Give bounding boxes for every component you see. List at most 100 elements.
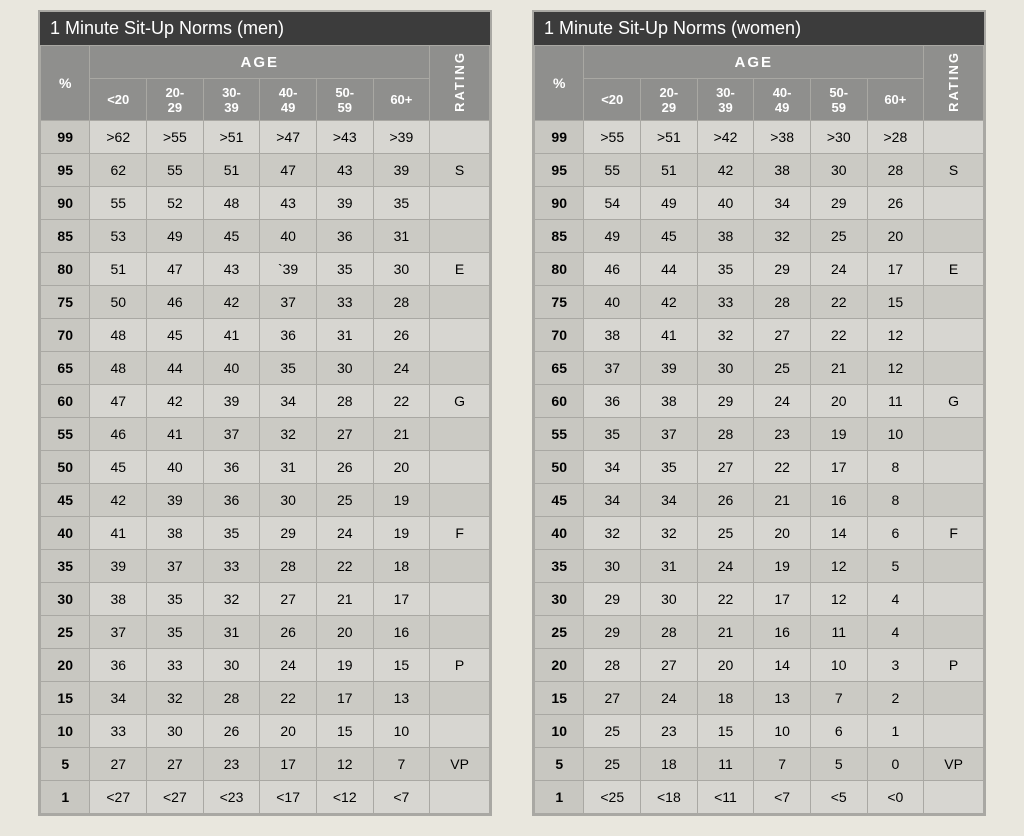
value-cell: 41: [203, 318, 260, 351]
value-cell: 6: [867, 516, 924, 549]
value-cell: 4: [867, 582, 924, 615]
value-cell: 18: [697, 681, 754, 714]
value-cell: 12: [810, 582, 867, 615]
rating-cell: [430, 780, 490, 813]
value-cell: 23: [754, 417, 811, 450]
value-cell: 4: [867, 615, 924, 648]
value-cell: 37: [203, 417, 260, 450]
rating-cell: [924, 450, 984, 483]
value-cell: 46: [90, 417, 147, 450]
value-cell: 14: [754, 648, 811, 681]
value-cell: 39: [373, 153, 430, 186]
value-cell: >62: [90, 120, 147, 153]
percentile-cell: 40: [535, 516, 584, 549]
value-cell: 25: [810, 219, 867, 252]
table-row: 20363330241915P: [41, 648, 490, 681]
value-cell: 37: [147, 549, 204, 582]
value-cell: 30: [260, 483, 317, 516]
value-cell: 3: [867, 648, 924, 681]
table-title: 1 Minute Sit-Up Norms (women): [534, 12, 984, 45]
table-row: 2028272014103P: [535, 648, 984, 681]
value-cell: 21: [373, 417, 430, 450]
table-row: 3530312419125: [535, 549, 984, 582]
value-cell: <7: [754, 780, 811, 813]
table-row: 65484440353024: [41, 351, 490, 384]
value-cell: 47: [260, 153, 317, 186]
value-cell: 49: [641, 186, 698, 219]
rating-cell: E: [430, 252, 490, 285]
value-cell: 34: [641, 483, 698, 516]
value-cell: 19: [316, 648, 373, 681]
percentile-cell: 80: [535, 252, 584, 285]
table-row: 10333026201510: [41, 714, 490, 747]
value-cell: 49: [584, 219, 641, 252]
table-row: 40413835292419F: [41, 516, 490, 549]
value-cell: 26: [867, 186, 924, 219]
value-cell: 55: [90, 186, 147, 219]
value-cell: 28: [584, 648, 641, 681]
rating-cell: P: [924, 648, 984, 681]
value-cell: 32: [203, 582, 260, 615]
value-cell: 19: [373, 483, 430, 516]
value-cell: `39: [260, 252, 317, 285]
table-row: 4534342621168: [535, 483, 984, 516]
table-title: 1 Minute Sit-Up Norms (men): [40, 12, 490, 45]
value-cell: 28: [867, 153, 924, 186]
value-cell: >51: [203, 120, 260, 153]
value-cell: 53: [90, 219, 147, 252]
rating-cell: [924, 549, 984, 582]
value-cell: 17: [316, 681, 373, 714]
rating-cell: [430, 549, 490, 582]
percentile-cell: 45: [41, 483, 90, 516]
rating-cell: [924, 318, 984, 351]
value-cell: 26: [203, 714, 260, 747]
value-cell: <17: [260, 780, 317, 813]
value-cell: 26: [697, 483, 754, 516]
value-cell: 30: [641, 582, 698, 615]
age-column-header: 20- 29: [641, 79, 698, 121]
percentile-cell: 50: [535, 450, 584, 483]
table-row: 152724181372: [535, 681, 984, 714]
percentile-cell: 35: [535, 549, 584, 582]
value-cell: 35: [697, 252, 754, 285]
value-cell: 47: [147, 252, 204, 285]
value-cell: 24: [373, 351, 430, 384]
rating-cell: [924, 285, 984, 318]
table-row: 55353728231910: [535, 417, 984, 450]
value-cell: 43: [203, 252, 260, 285]
value-cell: <27: [147, 780, 204, 813]
value-cell: 21: [810, 351, 867, 384]
value-cell: 31: [260, 450, 317, 483]
value-cell: 16: [810, 483, 867, 516]
table-row: 60363829242011G: [535, 384, 984, 417]
rating-header-text: RATING: [452, 51, 467, 112]
rating-cell: [430, 450, 490, 483]
table-row: 99>62>55>51>47>43>39: [41, 120, 490, 153]
value-cell: 38: [754, 153, 811, 186]
table-row: 80514743`393530E: [41, 252, 490, 285]
value-cell: 37: [90, 615, 147, 648]
rating-cell: [430, 318, 490, 351]
value-cell: 46: [147, 285, 204, 318]
value-cell: 15: [373, 648, 430, 681]
age-group-header: AGE: [584, 46, 924, 79]
value-cell: 54: [584, 186, 641, 219]
value-cell: 36: [203, 483, 260, 516]
value-cell: 48: [203, 186, 260, 219]
value-cell: 39: [203, 384, 260, 417]
value-cell: 22: [316, 549, 373, 582]
table-row: 70484541363126: [41, 318, 490, 351]
percentile-cell: 65: [41, 351, 90, 384]
value-cell: <0: [867, 780, 924, 813]
percentile-cell: 10: [41, 714, 90, 747]
percentile-cell: 95: [535, 153, 584, 186]
value-cell: 16: [754, 615, 811, 648]
value-cell: 10: [810, 648, 867, 681]
value-cell: 8: [867, 450, 924, 483]
value-cell: 21: [697, 615, 754, 648]
value-cell: 20: [867, 219, 924, 252]
value-cell: <11: [697, 780, 754, 813]
percentile-cell: 1: [41, 780, 90, 813]
value-cell: 31: [641, 549, 698, 582]
table-row: 95625551474339S: [41, 153, 490, 186]
